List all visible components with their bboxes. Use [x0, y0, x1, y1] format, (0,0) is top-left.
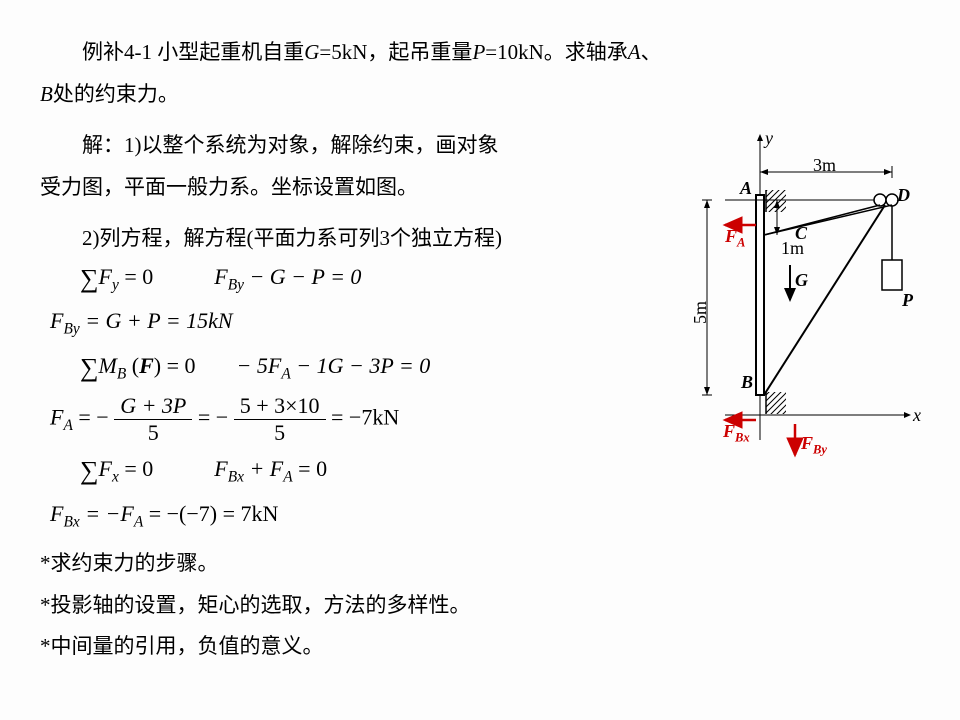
note-1: *求约束力的步骤。	[40, 547, 920, 581]
weight-g: G	[795, 270, 808, 291]
dim-5m: 5m	[690, 301, 711, 324]
problem-statement: 例补4-1 小型起重机自重G=5kN，起吊重量P=10kN。求轴承A、	[40, 36, 920, 70]
dim-1m: 1m	[781, 238, 804, 259]
load-p: P	[902, 290, 913, 311]
axis-x: x	[913, 405, 921, 426]
force-fbx: FBx	[723, 421, 750, 446]
var-b: B	[40, 82, 53, 106]
text: 处的约束力。	[53, 82, 179, 106]
free-body-diagram: y x A D C B G P FA FBx FBy 3m 1m 5m	[695, 130, 930, 460]
point-d: D	[897, 185, 910, 206]
equation-6: FBx = −FA = −(−7) = 7kN	[50, 501, 920, 531]
force-fa: FA	[725, 226, 745, 251]
step-2: 2)列方程，解方程(平面力系可列3个独立方程)	[40, 222, 600, 256]
diagram-svg	[695, 130, 930, 470]
note-2: *投影轴的设置，矩心的选取，方法的多样性。	[40, 589, 920, 623]
problem-statement-2: B处的约束力。	[40, 78, 920, 112]
var-p: P	[472, 40, 485, 64]
force-fby: FBy	[801, 433, 827, 458]
var-a: A	[628, 40, 641, 64]
text: 例补4-1 小型起重机自重	[82, 40, 304, 64]
text: =10kN。求轴承	[485, 40, 628, 64]
point-b: B	[741, 372, 753, 393]
note-3: *中间量的引用，负值的意义。	[40, 630, 920, 664]
text: =5kN，起吊重量	[319, 40, 472, 64]
step-1a: 解：1)以整个系统为对象，解除约束，画对象	[40, 129, 600, 163]
step-1b: 受力图，平面一般力系。坐标设置如图。	[40, 171, 600, 205]
var-g: G	[304, 40, 319, 64]
axis-y: y	[765, 128, 773, 149]
text: 、	[641, 40, 662, 64]
dim-3m: 3m	[813, 155, 836, 176]
point-a: A	[740, 178, 752, 199]
